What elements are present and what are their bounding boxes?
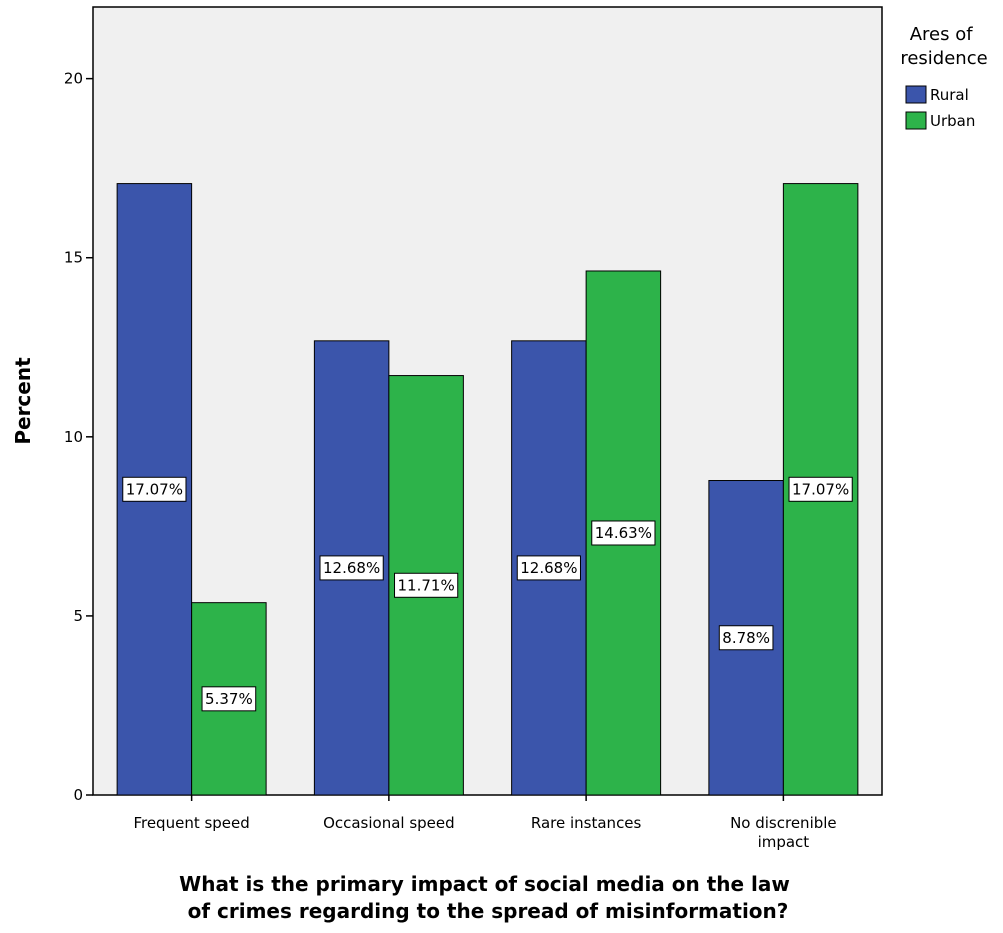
y-tick-label: 10 (64, 428, 83, 446)
x-tick-label: No discrenible impact (730, 814, 837, 851)
y-axis-title: Percent (11, 357, 35, 445)
data-label: 14.63% (591, 520, 656, 546)
data-label-text: 17.07% (126, 480, 183, 498)
data-label: 11.71% (394, 572, 459, 598)
data-label-box (788, 476, 853, 502)
data-label-text: 5.37% (205, 690, 253, 708)
data-label-text: 11.71% (398, 576, 455, 594)
data-label: 12.68% (319, 555, 384, 581)
data-label-text: 12.68% (323, 559, 380, 577)
y-axis: 0 5 10 15 20 (64, 70, 93, 804)
x-axis-title-line-1: What is the primary impact of social med… (179, 872, 790, 896)
data-label: 17.07% (122, 476, 187, 502)
data-label-box (394, 572, 459, 598)
legend-title-line-2: residence (900, 48, 987, 69)
y-tick-label: 5 (73, 607, 83, 625)
x-tick-label-line: Rare instances (531, 814, 642, 832)
data-label-box (122, 476, 187, 502)
data-label-text: 17.07% (792, 480, 849, 498)
y-tick-label: 15 (64, 249, 83, 267)
data-label-box (591, 520, 656, 546)
data-label-box (718, 625, 774, 651)
legend: Ares of residence Rural Urban (900, 24, 987, 130)
legend-item-rural: Rural (905, 85, 969, 104)
legend-title-line-1: Ares of (910, 24, 974, 45)
data-label: 8.78% (718, 625, 774, 651)
legend-item-urban: Urban (905, 111, 975, 130)
x-tick-label-line: Occasional speed (323, 814, 455, 832)
data-label: 17.07% (788, 476, 853, 502)
data-label-text: 14.63% (595, 524, 652, 542)
x-tick-label-line: No discrenible (730, 814, 837, 832)
data-label-box (516, 555, 581, 581)
data-label-text: 8.78% (722, 629, 770, 647)
x-tick-label: Rare instances (531, 814, 642, 832)
x-tick-label: Occasional speed (323, 814, 455, 832)
data-label-box (319, 555, 384, 581)
legend-swatch (905, 111, 927, 130)
data-label: 12.68% (516, 555, 581, 581)
x-axis-title: What is the primary impact of social med… (179, 872, 797, 923)
y-tick-label: 20 (64, 70, 83, 88)
x-tick-label: Frequent speed (133, 814, 249, 832)
legend-swatch (905, 85, 927, 104)
data-label: 5.37% (201, 686, 257, 712)
data-label-box (201, 686, 257, 712)
legend-title: Ares of residence (900, 24, 987, 69)
legend-label: Urban (930, 112, 975, 130)
y-tick-label: 0 (73, 786, 83, 804)
x-axis: Frequent speed Occasional speed Rare insta… (133, 795, 837, 851)
x-axis-title-line-2: of crimes regarding to the spread of mis… (188, 899, 789, 923)
x-tick-label-line: impact (758, 833, 810, 851)
legend-label: Rural (930, 86, 969, 104)
data-label-text: 12.68% (520, 559, 577, 577)
data-labels: 17.07% 5.37% 12.68% 11.71% 12.68% 14.63% 8.78%… (122, 476, 853, 712)
x-tick-label-line: Frequent speed (133, 814, 249, 832)
